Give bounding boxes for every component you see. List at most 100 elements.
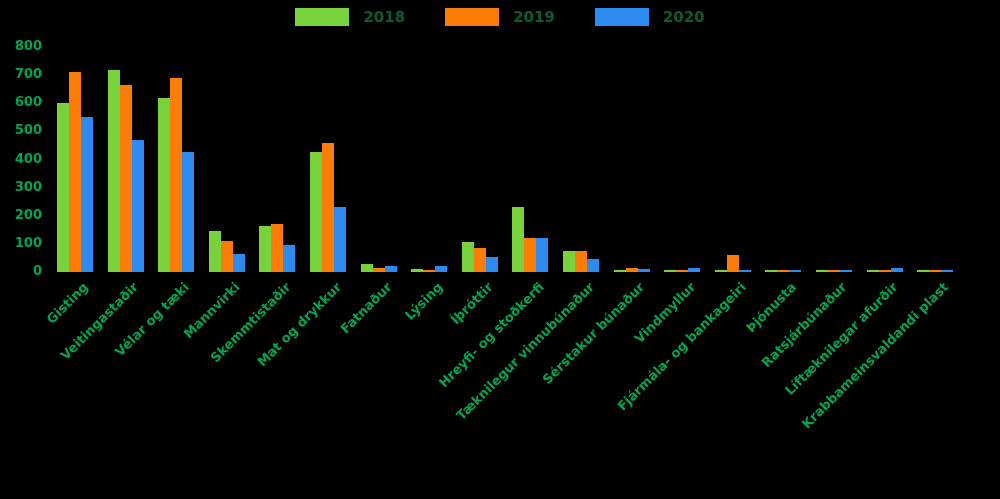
bar-2018: [57, 103, 69, 272]
bar-2018: [714, 270, 727, 272]
y-tick-label: 800: [14, 39, 42, 54]
bar-2019: [372, 267, 385, 272]
bar-group: [664, 47, 701, 272]
bar-2020: [283, 245, 296, 272]
bar-2019: [929, 270, 942, 272]
bar-group: [208, 47, 245, 272]
bar-2019: [69, 72, 81, 272]
bar-2019: [524, 238, 537, 272]
bar-group: [512, 47, 549, 272]
bar-2018: [259, 225, 272, 272]
y-tick-label: 0: [32, 264, 42, 279]
bar-2020: [587, 259, 599, 272]
bar-group: [714, 47, 751, 272]
plot-area: [48, 47, 988, 272]
bar-2020: [536, 238, 549, 272]
bar-2020: [738, 270, 751, 272]
bar-2019: [473, 248, 486, 272]
bar-2019: [625, 268, 638, 272]
bar-group: [360, 47, 397, 272]
bar-2018: [664, 270, 677, 272]
bar-2018: [158, 97, 171, 272]
bar-2019: [777, 270, 790, 272]
legend-label: 2020: [662, 8, 705, 26]
bar-2020: [435, 266, 448, 272]
x-category-label: Fatnaður: [338, 280, 396, 338]
bar-2019: [575, 250, 587, 272]
bar-2020: [485, 256, 498, 272]
bar-2019: [170, 77, 183, 272]
y-tick-label: 400: [14, 151, 42, 167]
bar-group: [259, 47, 296, 272]
bar-group: [461, 47, 498, 272]
bar-2018: [765, 270, 778, 272]
bar-group: [411, 47, 448, 272]
x-category-label: Sérstakur búnaður: [540, 280, 649, 388]
bar-2019: [878, 270, 891, 272]
bar-2019: [220, 241, 233, 272]
bar-group: [765, 47, 802, 272]
legend-swatch-2020: [594, 8, 649, 26]
legend-swatch-2019: [445, 8, 500, 26]
legend-item-2019: 2019: [445, 8, 555, 26]
legend-item-2018: 2018: [295, 8, 405, 26]
bar-2018: [512, 207, 525, 272]
bar-group: [613, 47, 650, 272]
x-category-label: Íþróttir: [448, 280, 497, 328]
bar-2020: [131, 139, 144, 272]
bar-group: [917, 47, 954, 272]
bar-2019: [726, 255, 739, 272]
bar-2019: [271, 224, 284, 272]
bar-2018: [107, 69, 120, 272]
bar-2018: [816, 270, 828, 272]
legend-swatch-2018: [295, 8, 350, 26]
bar-2018: [411, 269, 424, 272]
bar-2020: [688, 268, 701, 272]
bar-2020: [890, 268, 903, 272]
y-tick-label: 600: [14, 95, 42, 111]
bar-group: [57, 47, 93, 272]
bar-group: [563, 47, 599, 272]
bar-group: [107, 47, 144, 272]
bar-2020: [789, 270, 802, 272]
legend-label: 2019: [513, 8, 555, 26]
x-category-label: Ratsjárbúnaður: [759, 280, 851, 371]
bar-2019: [676, 270, 689, 272]
bar-2020: [941, 269, 954, 272]
y-tick-label: 500: [14, 123, 42, 139]
bar-2020: [182, 152, 195, 272]
bar-group: [866, 47, 903, 272]
bar-2020: [81, 117, 93, 272]
bar-2019: [322, 142, 334, 272]
bar-2018: [866, 270, 879, 272]
bar-2019: [423, 270, 436, 272]
bar-2020: [334, 207, 346, 272]
legend: 2018 2019 2020: [0, 8, 1000, 26]
legend-item-2020: 2020: [594, 8, 705, 26]
y-tick-label: 300: [14, 179, 42, 195]
y-tick-label: 100: [14, 235, 42, 251]
bar-2018: [613, 270, 626, 272]
y-tick-label: 700: [14, 67, 42, 83]
bar-2018: [461, 242, 474, 272]
bar-group: [816, 47, 852, 272]
y-axis: 0 100 200 300 400 500 600 700 800: [0, 39, 44, 279]
bar-2019: [119, 84, 132, 272]
bar-group: [310, 47, 346, 272]
y-tick-label: 200: [14, 207, 42, 223]
bar-2018: [310, 152, 322, 272]
x-category-label: Lýsing: [402, 280, 446, 324]
bar-2018: [360, 263, 373, 272]
bar-2020: [840, 270, 852, 272]
bar-2019: [828, 270, 840, 272]
bar-2018: [563, 250, 575, 272]
x-category-label: Gisting: [44, 280, 92, 328]
bar-2020: [637, 269, 650, 272]
bar-2018: [917, 270, 930, 272]
bar-2018: [208, 231, 221, 272]
x-axis: Gisting Veitingastaðir Vélar og tæki Mannvi…: [44, 276, 988, 496]
bar-group: [158, 47, 195, 272]
bar-2020: [384, 266, 397, 272]
bar-2020: [232, 253, 245, 272]
